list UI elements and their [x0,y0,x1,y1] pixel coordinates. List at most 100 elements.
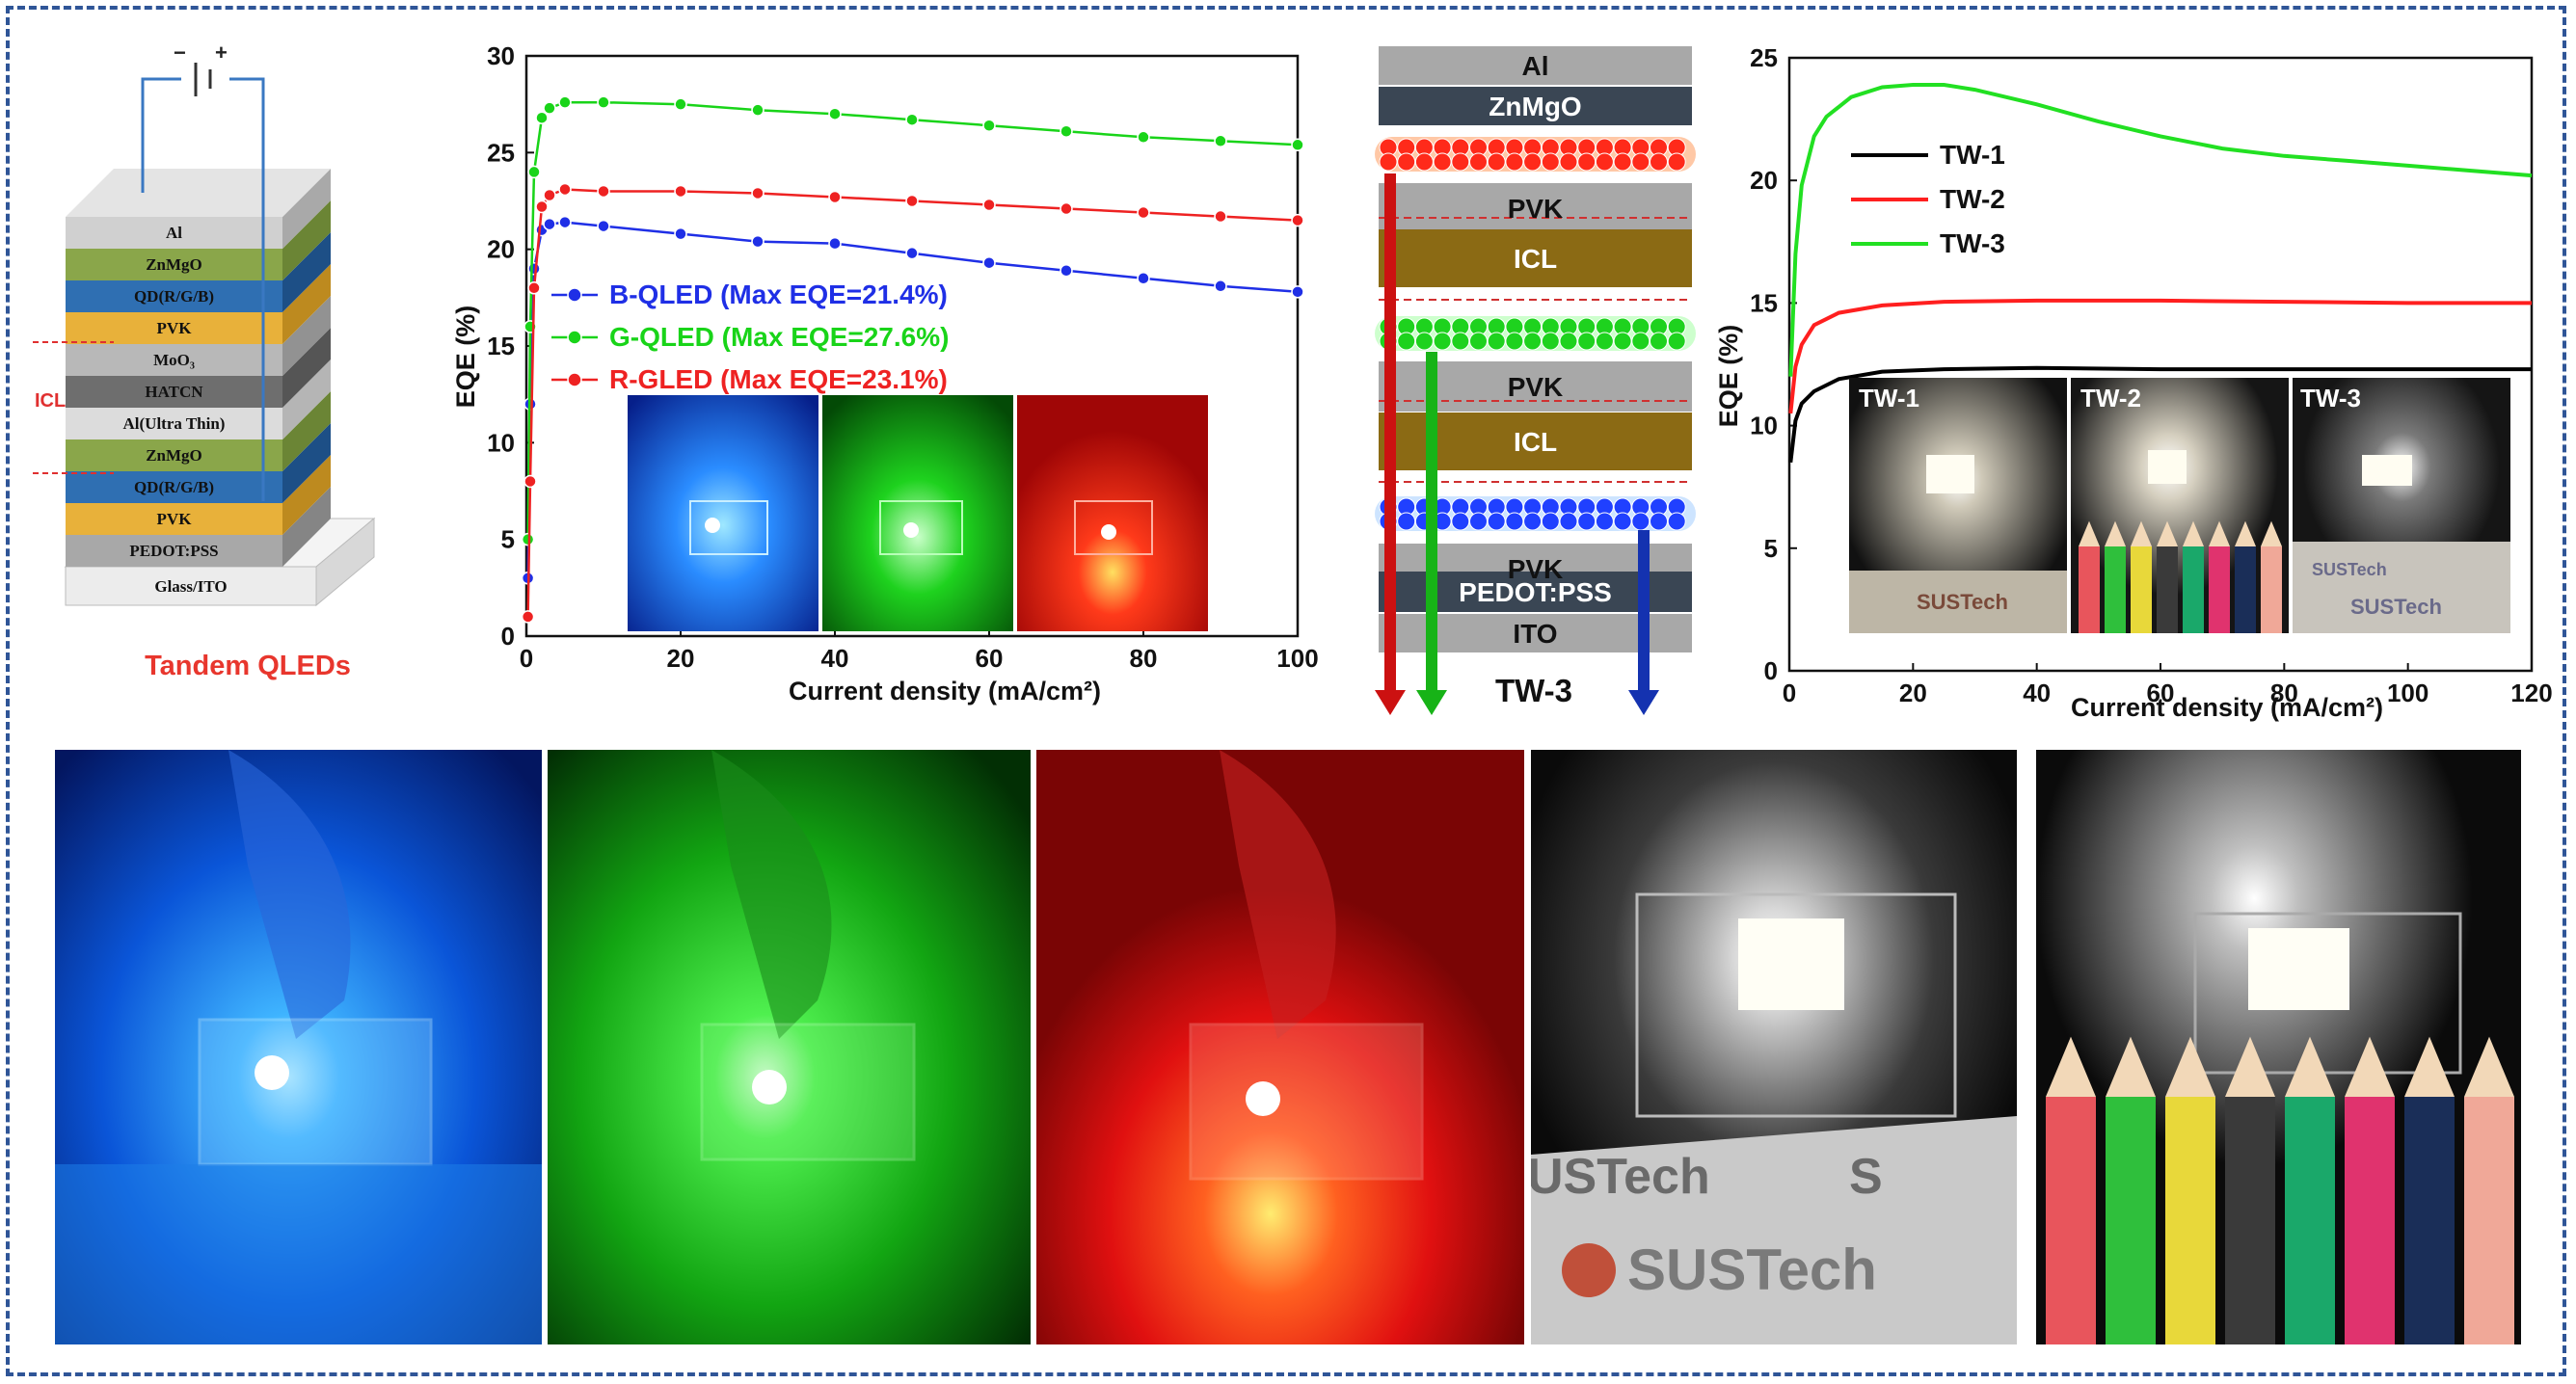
stack-layer-label-2: QD(R/G/B) [134,287,214,306]
tw3-bead-1-bot-1 [1397,332,1416,351]
legend-label-2: R-GLED (Max EQE=23.1%) [609,364,948,394]
pencil-tip-2 [2165,1036,2215,1097]
pencil-tip-2 [2131,520,2152,546]
stack-layer-8 [66,471,282,503]
tw3-bead-2-bot-12 [1595,512,1614,531]
tw3-brand-text-2: SUSTech [2350,595,2442,619]
y-tick-label-1: 5 [501,525,515,554]
tw3-bead-0-bot-13 [1613,152,1632,172]
pencil-body-4 [2285,1097,2335,1344]
y-tick-label-3: 15 [487,332,515,360]
x-tick-label-3: 60 [2147,679,2175,707]
pencil-body-5 [2345,1097,2395,1344]
pencil-tip-1 [2106,1036,2156,1097]
stack-layer-1 [66,249,282,280]
y-tick-label-4: 20 [1750,166,1778,195]
series-0-point-11 [982,255,996,270]
stack-layer-9 [66,503,282,535]
photo-red-device [1036,750,1524,1344]
series-2-point-6 [597,184,610,199]
pencil-tip-7 [2464,1036,2514,1097]
x-tick-label-4: 80 [1130,644,1158,673]
x-tick-label-1: 20 [1899,679,1927,707]
series-1-point-8 [751,103,765,117]
tw3-bead-0-bot-2 [1414,152,1434,172]
tw3-bead-0-bot-7 [1505,152,1524,172]
tw3-bead-1-bot-16 [1667,332,1686,351]
tw3-bead-0-bot-16 [1667,152,1686,172]
pencil-body-7 [2464,1097,2514,1344]
stack-layer-0 [66,217,282,249]
x-tick-label-5: 100 [2387,679,2428,707]
stack-side-9 [282,455,331,535]
white-eqe-chart: 0 20 40 60 80 100 120 0 5 10 15 20 25 TW-1 TW-2 TW-3 Cu… [1714,43,2553,722]
stack-layer-label-4: MoO₃ [153,351,195,369]
inset-photo-blue [628,395,818,631]
series-1-point-10 [905,113,919,126]
tw3-bead-1-bot-8 [1523,332,1543,351]
chart1-x-label: Current density (mA/cm²) [789,677,1101,705]
tw3-bead-0-bot-4 [1451,152,1470,172]
series-0-point-12 [1060,263,1073,278]
tw3-layer-label-7: PEDOT:PSS [1459,577,1612,607]
tw3-layer-label-6: PVK [1508,554,1564,584]
photo-tw1-logo: USTech S SUSTech [1531,750,2017,1344]
series-2-point-14 [1214,209,1227,224]
stack-layer-2 [66,280,282,312]
series-0-point-7 [674,226,687,241]
photo-tw2-pencils [2036,750,2521,1344]
tw3-bead-0-bot-12 [1595,152,1614,172]
series-line-2 [526,188,1299,617]
y-tick-label-4: 20 [487,235,515,264]
stack-layer-label-11: Glass/ITO [154,577,227,596]
chart2-y-label: EQE (%) [1714,325,1743,428]
inset-photo-tw1: SUSTech TW-1 [1849,378,2067,633]
series-2-point-15 [1291,213,1304,227]
y-tick-label-2: 10 [487,428,515,457]
tw3-bead-2-bot-10 [1559,512,1578,531]
pencil-tip-7 [2261,520,2282,546]
stack-layer-5 [66,376,282,408]
legend-marker-0 [567,287,582,303]
series-0-point-9 [828,236,842,251]
tw3-layer-3 [1379,229,1692,287]
series-2-point-3 [535,200,549,214]
series-1-point-11 [982,119,996,132]
series-line-1 [526,100,1299,540]
series-1-point-12 [1060,124,1073,139]
x-tick-label-0: 0 [1783,679,1796,707]
pencil-tip-4 [2183,520,2204,546]
series-0-point-14 [1214,279,1227,293]
series-1-point-7 [674,97,687,111]
pencil-tip-6 [2404,1036,2455,1097]
series-2-point-12 [1060,201,1073,216]
series-2-point-0 [521,610,535,624]
series-1-point-0 [521,532,535,546]
tw3-bead-0-bot-11 [1577,152,1597,172]
stack-layer-3 [66,312,282,344]
tw3-bead-2-bot-7 [1505,512,1524,531]
tw3-bead-0-bot-3 [1433,152,1452,172]
tw3-bead-2-bot-13 [1613,512,1632,531]
tw1-brand-text: SUSTech [1917,590,2008,614]
y-tick-label-5: 25 [1750,43,1778,72]
tw3-bead-1-bot-14 [1631,332,1650,351]
pencil-tip-3 [2225,1036,2275,1097]
tw3-arrow-head-0 [1375,690,1406,715]
photo-blue-device [55,750,542,1344]
tw3-layer-1 [1379,87,1692,125]
dashed-frame [6,6,2566,1376]
series-line-2 [1788,83,2533,377]
series-2-point-2 [527,281,541,295]
series-2-point-11 [982,198,996,212]
tw3-bead-2-bot-5 [1469,512,1488,531]
photo-letter-s: S [1849,1149,1883,1205]
legend-label-0: TW-1 [1940,140,2005,170]
tw3-bead-1-bot-4 [1451,332,1470,351]
legend-marker-1 [567,330,582,345]
pencil-body-2 [2165,1097,2215,1344]
tw3-layer-label-2: PVK [1508,194,1564,224]
x-tick-label-3: 60 [976,644,1004,673]
tw3-bead-0-bot-15 [1650,152,1668,172]
